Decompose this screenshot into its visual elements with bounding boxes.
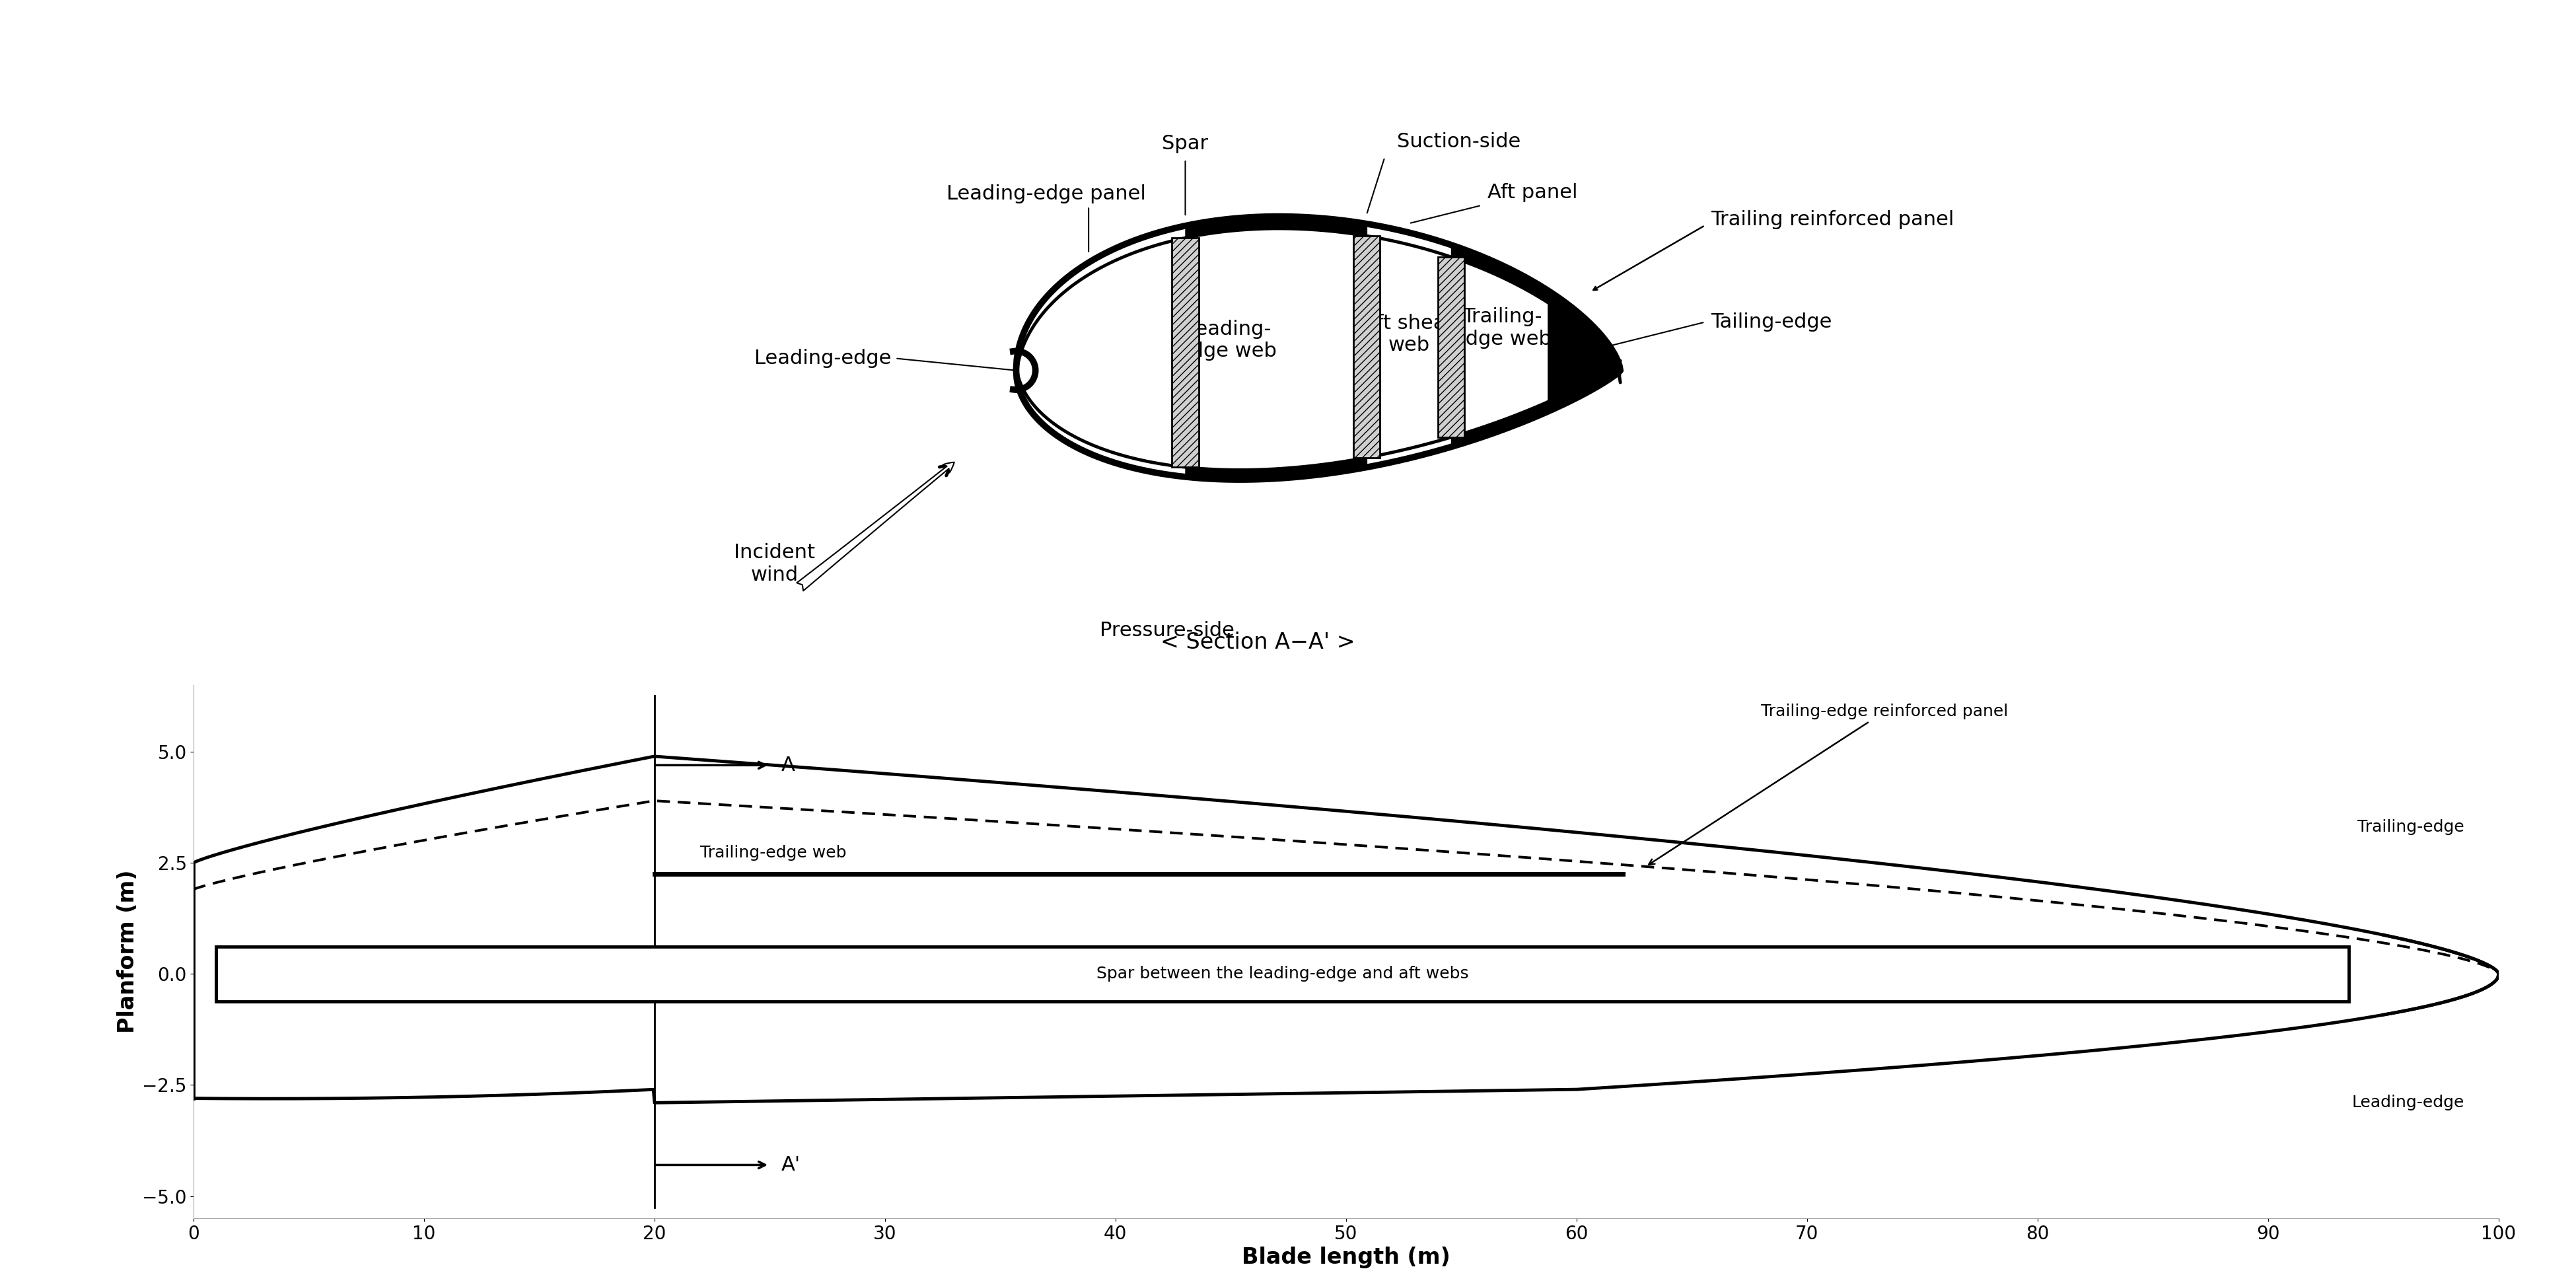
Bar: [216, 947, 2349, 1001]
Text: Pressure-side: Pressure-side: [1100, 621, 1234, 640]
Text: A': A': [781, 1155, 801, 1175]
Text: Incident
wind: Incident wind: [734, 543, 814, 585]
Bar: [1437, 258, 1463, 438]
Text: Suction-side: Suction-side: [1396, 132, 1520, 151]
Text: Aft panel: Aft panel: [1486, 183, 1577, 202]
Bar: [1172, 237, 1198, 467]
Text: Trailing reinforced panel: Trailing reinforced panel: [1710, 209, 1955, 228]
Y-axis label: Planform (m): Planform (m): [116, 871, 139, 1033]
Text: < Section A−A' >: < Section A−A' >: [1159, 632, 1355, 654]
Text: Leading-
edge web: Leading- edge web: [1177, 320, 1278, 360]
Text: Trailing-edge reinforced panel: Trailing-edge reinforced panel: [1649, 704, 2009, 864]
Bar: [1352, 236, 1381, 458]
X-axis label: Blade length (m): Blade length (m): [1242, 1247, 1450, 1269]
Text: Leading-edge: Leading-edge: [755, 349, 891, 368]
Text: Leading-edge panel: Leading-edge panel: [945, 184, 1146, 203]
Text: Aft shear
web: Aft shear web: [1363, 313, 1453, 355]
Text: A: A: [781, 755, 796, 775]
Text: Leading-edge: Leading-edge: [2352, 1095, 2465, 1110]
Text: Spar between the leading-edge and aft webs: Spar between the leading-edge and aft we…: [1097, 966, 1468, 982]
Text: Spar: Spar: [1162, 135, 1208, 154]
Text: Trailing-
edge web: Trailing- edge web: [1453, 307, 1551, 349]
Text: Trailing-edge: Trailing-edge: [2357, 820, 2465, 835]
Text: Tailing-edge: Tailing-edge: [1710, 312, 1832, 331]
Text: Trailing-edge web: Trailing-edge web: [701, 845, 848, 860]
